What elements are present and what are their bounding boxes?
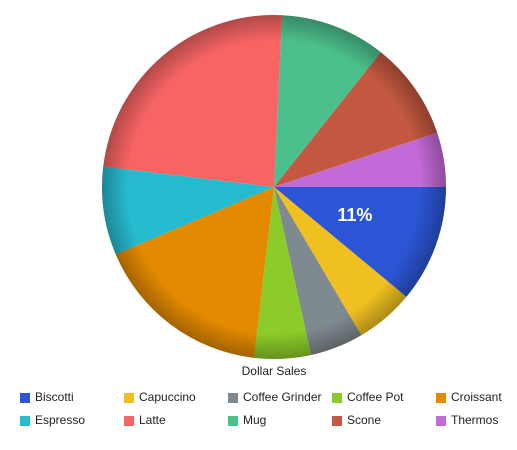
legend-swatch	[228, 416, 238, 426]
legend-label: Scone	[347, 413, 381, 427]
data-label: 11%	[337, 205, 372, 225]
pie	[102, 14, 446, 359]
legend-label: Coffee Pot	[347, 390, 404, 404]
legend-swatch	[20, 393, 30, 403]
legend-swatch	[20, 416, 30, 426]
legend-label: Croissant	[451, 390, 502, 404]
legend-label: Espresso	[35, 413, 85, 427]
legend-swatch	[124, 416, 134, 426]
legend-swatch	[332, 416, 342, 426]
legend-label: Capuccino	[139, 390, 196, 404]
chart-title: Dollar Sales	[242, 364, 307, 378]
legend-label: Latte	[139, 413, 166, 427]
legend-label: Coffee Grinder	[243, 390, 322, 404]
legend-swatch	[332, 393, 342, 403]
legend-swatch	[436, 416, 446, 426]
legend-swatch	[436, 393, 446, 403]
legend-swatch	[124, 393, 134, 403]
legend-label: Thermos	[451, 413, 498, 427]
legend-swatch	[228, 393, 238, 403]
legend-label: Mug	[243, 413, 266, 427]
legend-label: Biscotti	[35, 390, 74, 404]
pie-shading	[102, 15, 446, 359]
